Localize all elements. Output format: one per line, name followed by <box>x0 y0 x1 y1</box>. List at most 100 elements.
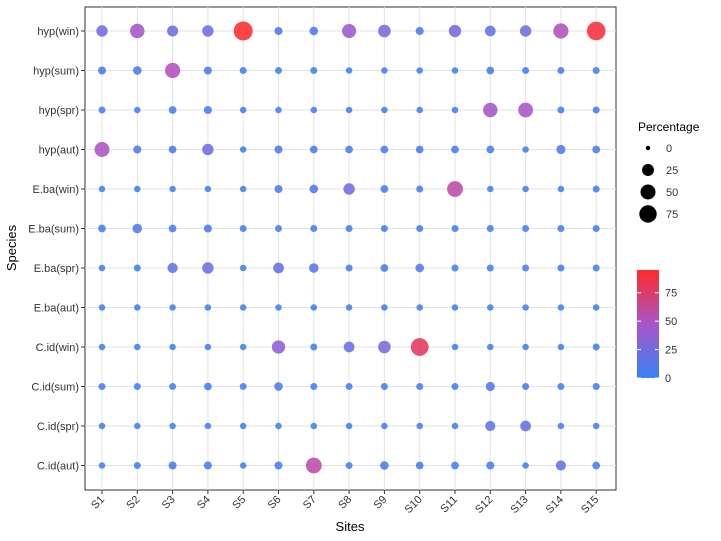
data-point <box>345 264 353 272</box>
data-point <box>309 263 319 273</box>
data-point <box>239 67 247 74</box>
data-point <box>133 264 141 272</box>
data-point <box>345 422 353 430</box>
data-point <box>483 102 498 118</box>
data-point <box>98 264 106 272</box>
x-tick-label: S5 <box>230 494 248 512</box>
data-point <box>204 185 212 193</box>
data-point <box>557 225 565 232</box>
data-point <box>345 106 353 114</box>
data-point <box>378 24 391 38</box>
data-point <box>204 422 212 430</box>
data-point <box>130 23 145 39</box>
data-point <box>169 343 176 351</box>
data-point <box>98 343 106 351</box>
y-tick-label: C.id(sum) <box>31 382 79 394</box>
data-point <box>522 343 529 351</box>
data-point <box>133 383 141 390</box>
data-point <box>203 66 212 75</box>
y-axis-ticks: hyp(win) hyp(sum) hyp(spr) hyp(aut) E.ba(win… <box>28 26 85 473</box>
x-tick-label: S11 <box>438 494 460 516</box>
x-tick-label: S15 <box>579 494 601 516</box>
data-point <box>416 383 424 390</box>
data-point <box>239 146 247 153</box>
data-point <box>381 422 388 430</box>
data-point <box>522 264 530 272</box>
x-tick-label: S8 <box>336 494 354 512</box>
data-point <box>168 461 177 470</box>
y-axis-title: Species <box>4 224 19 271</box>
data-point <box>416 304 423 311</box>
x-tick-label: S4 <box>195 494 213 512</box>
data-point <box>202 143 214 156</box>
data-point <box>451 106 459 114</box>
data-point <box>415 145 424 154</box>
size-legend-key <box>640 184 656 200</box>
data-point <box>522 462 529 469</box>
data-point <box>485 381 495 392</box>
data-point <box>486 264 494 272</box>
data-point <box>310 383 318 390</box>
data-point <box>167 25 179 37</box>
data-point <box>168 145 177 154</box>
size-legend-key <box>645 145 651 151</box>
data-point <box>557 106 565 114</box>
data-point <box>557 304 565 311</box>
data-point <box>451 304 459 311</box>
data-point <box>380 145 389 154</box>
data-point <box>451 264 459 272</box>
data-point <box>486 145 495 154</box>
data-point <box>592 145 601 154</box>
data-point <box>485 420 496 432</box>
data-point <box>486 225 494 232</box>
size-legend-key <box>642 164 654 176</box>
data-point <box>98 422 106 430</box>
x-tick-label: S3 <box>160 494 178 512</box>
data-point <box>239 185 247 193</box>
data-point <box>416 106 423 114</box>
y-tick-label: E.ba(sum) <box>28 224 79 236</box>
data-point <box>592 185 600 193</box>
data-point <box>380 383 388 390</box>
data-point <box>343 341 355 353</box>
color-legend-label: 50 <box>665 316 677 328</box>
data-point <box>274 184 283 194</box>
data-point <box>98 383 106 390</box>
data-point <box>557 422 565 430</box>
data-point <box>592 422 600 430</box>
data-point <box>522 225 530 232</box>
y-tick-label: hyp(win) <box>37 26 79 38</box>
data-point <box>204 343 212 351</box>
data-point <box>275 106 282 114</box>
data-point <box>168 106 177 114</box>
size-legend: Percentage 0 25 50 75 <box>638 120 700 223</box>
data-point <box>345 145 353 154</box>
y-tick-label: hyp(aut) <box>39 145 79 157</box>
data-point <box>203 224 212 233</box>
y-tick-label: hyp(spr) <box>39 105 79 117</box>
data-point <box>380 225 388 232</box>
data-point <box>451 383 459 390</box>
data-point <box>557 185 565 193</box>
data-point <box>557 343 565 351</box>
data-point <box>203 461 212 470</box>
color-legend-label: 75 <box>665 288 677 300</box>
data-point <box>592 225 600 232</box>
data-point <box>451 225 459 232</box>
data-point <box>522 146 529 153</box>
color-legend: 0 25 50 75 <box>637 270 677 385</box>
y-tick-label: hyp(sum) <box>33 66 79 78</box>
data-point <box>592 304 600 311</box>
data-point <box>486 461 495 470</box>
data-point <box>97 66 107 75</box>
data-point <box>134 343 141 351</box>
size-legend-title: Percentage <box>638 120 700 134</box>
data-point <box>202 25 214 37</box>
data-point <box>557 67 565 74</box>
data-point <box>592 461 601 470</box>
data-point <box>274 26 283 36</box>
data-point <box>380 264 389 272</box>
y-tick-label: C.id(aut) <box>37 461 79 473</box>
data-point <box>555 460 567 471</box>
data-point <box>203 105 212 115</box>
